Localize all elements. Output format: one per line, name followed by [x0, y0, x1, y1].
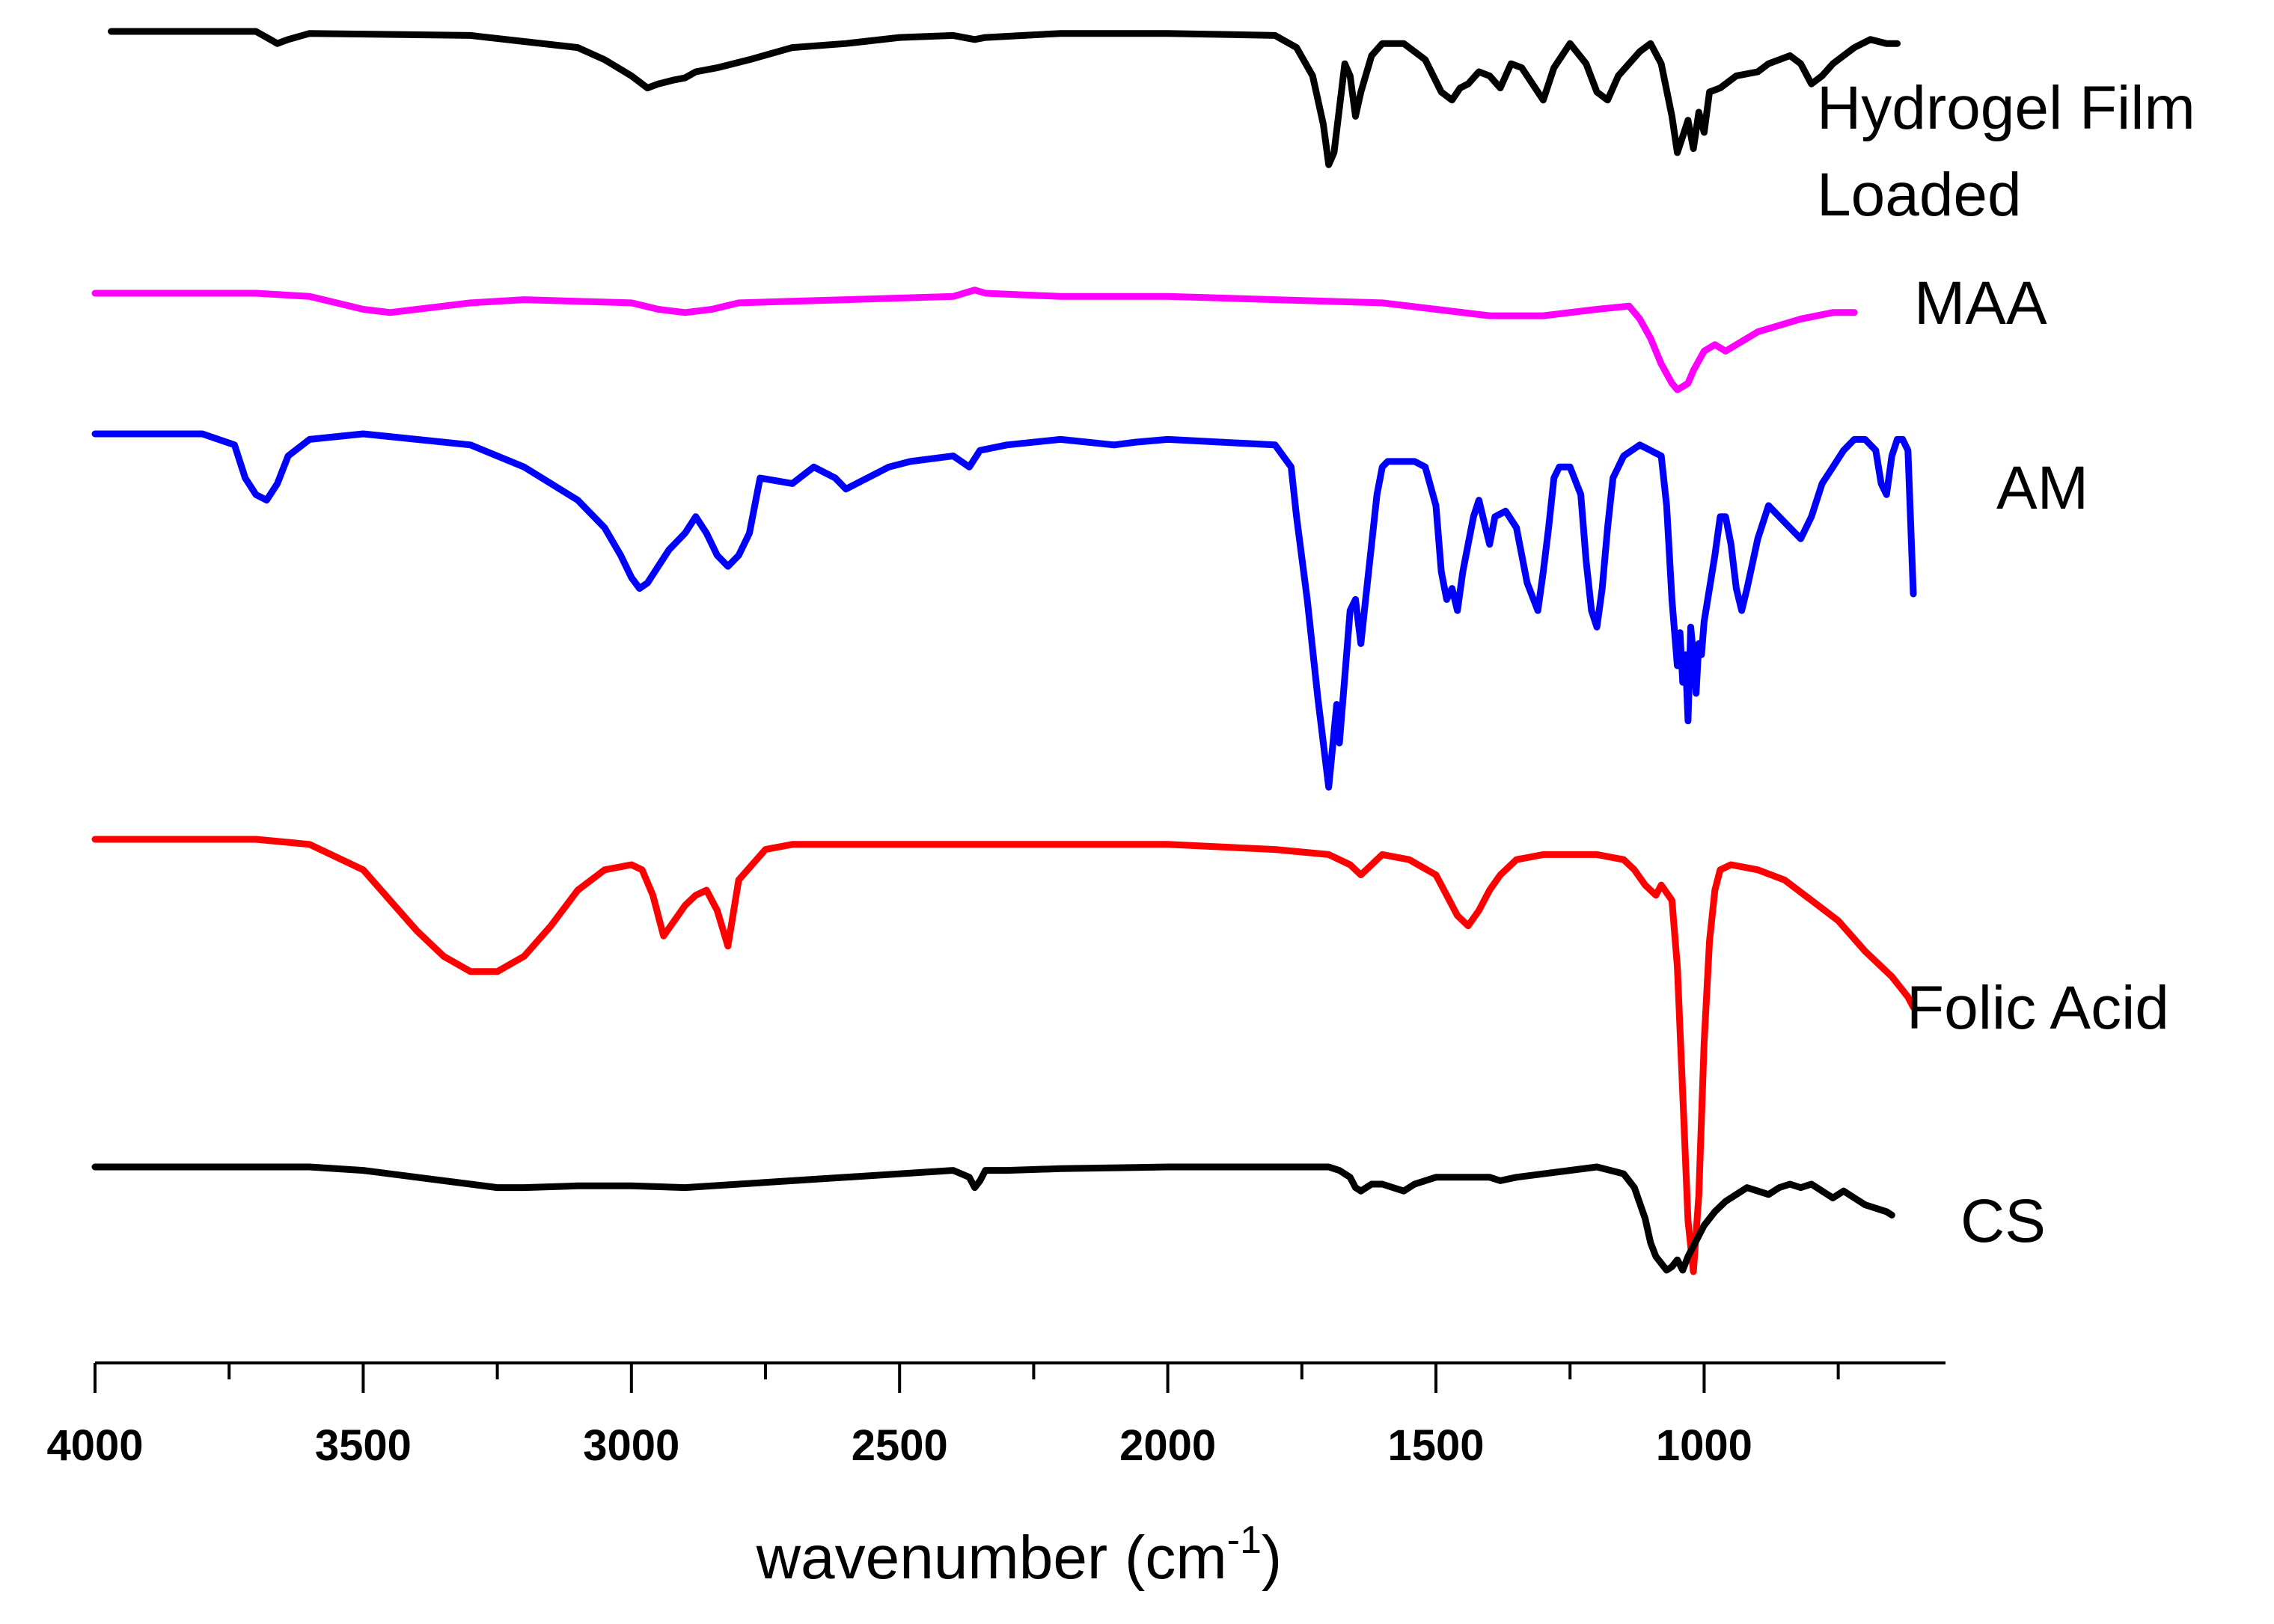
x-axis: 4000 3500 3000 2500 2000 1500 1000	[46, 1361, 1946, 1470]
x-axis-title-superscript: -1	[1227, 1519, 1262, 1562]
series-line-hydrogel-film-loaded	[108, 28, 1901, 168]
x-tick-label-1500: 1500	[1388, 1421, 1485, 1470]
x-axis-title-text: wavenumber (cm	[756, 1524, 1227, 1592]
series-label-hydrogel-film-loaded-line-2: Loaded	[1817, 161, 2022, 229]
x-tick-label-4000: 4000	[46, 1421, 143, 1470]
series-line-folic-acid	[91, 836, 1917, 1275]
series-layer	[91, 28, 1917, 1275]
series-label-folic-acid: Folic Acid	[1907, 974, 2169, 1042]
series-line-maa	[91, 287, 1858, 393]
x-tick-label-1000: 1000	[1656, 1421, 1752, 1470]
series-labels: Hydrogel Film Loaded MAA AM Folic Acid CS	[1817, 74, 2195, 1255]
x-tick-label-2000: 2000	[1119, 1421, 1216, 1470]
x-axis-title: wavenumber (cm-1)	[756, 1519, 1282, 1592]
series-line-cs	[91, 1163, 1895, 1274]
series-label-am: AM	[1996, 454, 2088, 522]
x-axis-title-close: )	[1262, 1524, 1282, 1592]
series-line-am	[91, 430, 1917, 791]
series-label-hydrogel-film-loaded-line-1: Hydrogel Film	[1817, 74, 2195, 142]
x-tick-label-2500: 2500	[852, 1421, 948, 1470]
x-tick-label-3000: 3000	[583, 1421, 679, 1470]
series-label-maa: MAA	[1914, 269, 2047, 337]
x-tick-label-3500: 3500	[315, 1421, 412, 1470]
series-label-cs: CS	[1960, 1187, 2046, 1255]
